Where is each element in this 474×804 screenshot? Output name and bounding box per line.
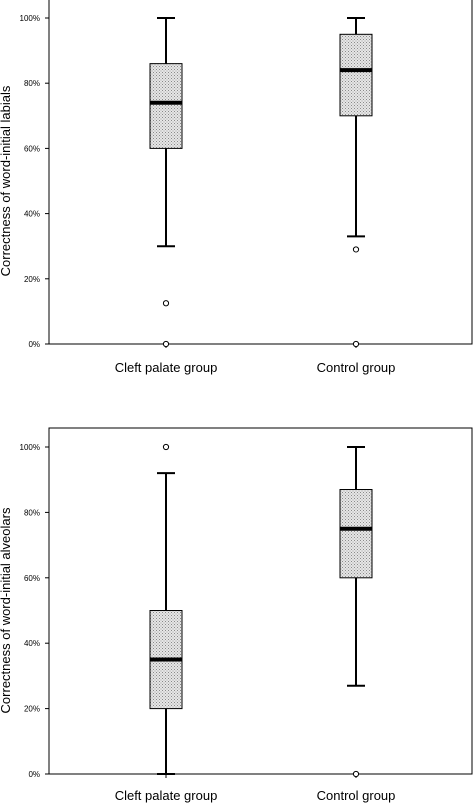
chart-panel-2: 0% 20% 40% 60% 80% 100% Correctness of word-in… — [0, 427, 473, 803]
box-cleft-palate-group — [149, 443, 183, 775]
y-tick-label: 80% — [24, 79, 40, 88]
x-category-label: Cleft palate group — [115, 360, 218, 375]
iqr-box — [149, 63, 183, 149]
outlier-point — [352, 770, 360, 778]
y-axis-label: Correctness of word-initial labials — [0, 85, 13, 276]
x-category-label: Control group — [317, 360, 396, 375]
y-tick-label: 100% — [20, 14, 40, 23]
outlier-point — [162, 443, 170, 451]
y-tick-label: 40% — [24, 210, 40, 219]
outlier-point — [162, 300, 170, 307]
y-tick-label: 60% — [24, 144, 40, 153]
y-tick-label: 60% — [24, 574, 40, 583]
y-tick-label: 100% — [20, 443, 40, 452]
y-tick-label: 40% — [24, 639, 40, 648]
iqr-box — [339, 33, 373, 117]
box-control-group — [339, 17, 373, 348]
y-tick-label: 0% — [28, 770, 40, 779]
x-category-label: Cleft palate group — [115, 788, 218, 803]
y-tick-label: 20% — [24, 275, 40, 284]
y-tick-label: 20% — [24, 705, 40, 714]
plot-frame — [48, 0, 473, 345]
iqr-box — [339, 489, 373, 579]
outlier-point — [352, 340, 360, 348]
chart-panel-1: 0% 20% 40% 60% 80% 100% Correctness of word-in… — [0, 0, 473, 375]
y-tick-label: 80% — [24, 508, 40, 517]
y-tick-label: 0% — [28, 340, 40, 349]
outlier-point — [352, 246, 360, 253]
plot-frame — [48, 427, 473, 775]
box-control-group — [339, 446, 373, 778]
box-cleft-palate-group — [149, 17, 183, 348]
y-axis-label: Correctness of word-initial alveolars — [0, 507, 13, 713]
outlier-point — [162, 340, 170, 348]
x-category-label: Control group — [317, 788, 396, 803]
